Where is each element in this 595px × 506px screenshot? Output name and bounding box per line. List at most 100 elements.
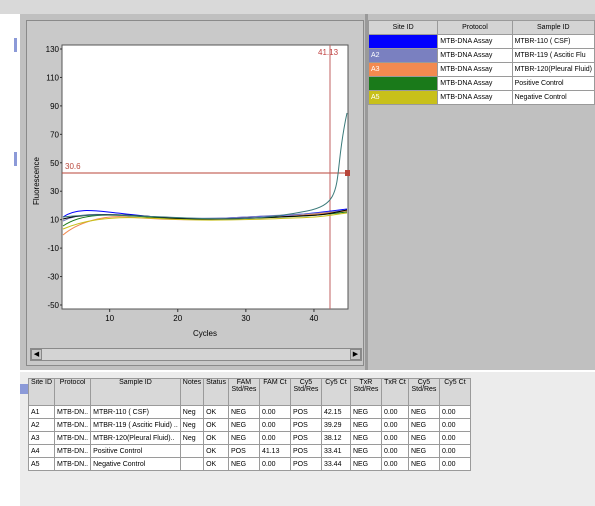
results-cell: OK bbox=[203, 418, 229, 432]
legend-sample: MTBR-110 ( CSF) bbox=[511, 34, 595, 49]
legend-swatch: A2 bbox=[367, 48, 439, 63]
y-tick-label: 50 bbox=[50, 159, 59, 168]
results-header-cell[interactable]: Site ID bbox=[27, 378, 56, 406]
results-cell: 0.00 bbox=[380, 444, 409, 458]
legend-header-protocol[interactable]: Protocol bbox=[437, 20, 513, 35]
scroll-right-icon[interactable]: ▶ bbox=[350, 349, 361, 360]
legend-swatch: A5 bbox=[367, 90, 439, 105]
ct-label: 41.13 bbox=[318, 48, 339, 57]
x-tick-label: 30 bbox=[241, 314, 250, 323]
results-cell: POS bbox=[289, 457, 322, 471]
y-tick-label: 110 bbox=[46, 73, 59, 82]
results-cell: 33.41 bbox=[320, 444, 351, 458]
legend-row[interactable]: A5 MTB-DNA Assay Negative Control bbox=[367, 90, 595, 105]
results-cell: 0.00 bbox=[380, 405, 409, 419]
legend-protocol: MTB-DNA Assay bbox=[437, 76, 513, 91]
legend-header-site[interactable]: Site ID bbox=[367, 20, 439, 35]
amplification-curve[interactable] bbox=[62, 112, 348, 220]
results-row[interactable]: A4 MTB-DN.. Positive Control OK POS 41.13 POS 3… bbox=[27, 444, 471, 458]
plot-area bbox=[61, 44, 349, 310]
results-cell: 41.13 bbox=[258, 444, 291, 458]
results-header-cell[interactable]: TxR Ct bbox=[380, 378, 409, 406]
results-header-cell[interactable]: Cy5 Std/Res bbox=[289, 378, 322, 406]
y-tick-label: 70 bbox=[50, 130, 59, 139]
legend-sample: MTBR-119 ( Ascitic Flu bbox=[511, 48, 595, 63]
results-cell: OK bbox=[203, 405, 229, 419]
results-cell: 0.00 bbox=[438, 405, 471, 419]
results-header-cell[interactable]: Cy5 Ct bbox=[438, 378, 471, 406]
legend-swatch bbox=[367, 34, 439, 49]
results-cell: NEG bbox=[227, 418, 260, 432]
threshold-handle[interactable] bbox=[345, 170, 350, 176]
horizontal-scrollbar[interactable]: ◀ ▶ bbox=[30, 348, 362, 361]
plot-frame: 130 110 90 70 50 30 10 -10 -30 -50 10 20 30 40 Fluor… bbox=[26, 20, 364, 366]
results-cell: A4 bbox=[27, 444, 56, 458]
results-cell: A3 bbox=[27, 431, 56, 445]
results-cell: Neg bbox=[179, 431, 205, 445]
left-indicator bbox=[14, 152, 17, 166]
results-row[interactable]: A5 MTB-DN.. Negative Control OK NEG 0.00 POS 33… bbox=[27, 457, 471, 471]
results-cell: MTB-DN.. bbox=[54, 418, 92, 432]
results-row[interactable]: A3 MTB-DN.. MTBR-120(Pleural Fluid).. Neg OK… bbox=[27, 431, 471, 445]
legend-row[interactable]: A3 MTB-DNA Assay MTBR-120(Pleural Fluid) bbox=[367, 62, 595, 77]
x-tick-label: 10 bbox=[105, 314, 114, 323]
legend-swatch bbox=[367, 76, 439, 91]
results-header-cell[interactable]: Protocol bbox=[54, 378, 92, 406]
threshold-label: 30.6 bbox=[65, 162, 81, 171]
results-header-row: Site ID Protocol Sample ID Notes Status … bbox=[27, 378, 471, 406]
results-cell: NEG bbox=[407, 405, 440, 419]
results-cell: POS bbox=[289, 431, 322, 445]
legend-swatch: A3 bbox=[367, 62, 439, 77]
legend-header-sample[interactable]: Sample ID bbox=[511, 20, 595, 35]
y-tick-label: 90 bbox=[50, 102, 59, 111]
legend-row[interactable]: A2 MTB-DNA Assay MTBR-119 ( Ascitic Flu bbox=[367, 48, 595, 63]
results-cell bbox=[179, 444, 205, 458]
legend-row[interactable]: MTB-DNA Assay MTBR-110 ( CSF) bbox=[367, 34, 595, 49]
results-cell: NEG bbox=[349, 457, 382, 471]
results-cell: MTBR-110 ( CSF) bbox=[90, 405, 181, 419]
results-cell: NEG bbox=[349, 431, 382, 445]
results-cell: NEG bbox=[227, 405, 260, 419]
results-header-cell[interactable]: Notes bbox=[179, 378, 205, 406]
amplification-curve[interactable] bbox=[62, 212, 348, 230]
y-tick-label: 10 bbox=[50, 216, 59, 225]
results-cell: NEG bbox=[407, 457, 440, 471]
results-cell: 0.00 bbox=[380, 457, 409, 471]
legend-row[interactable]: MTB-DNA Assay Positive Control bbox=[367, 76, 595, 91]
y-tick-label: 130 bbox=[46, 45, 60, 54]
legend-sample: MTBR-120(Pleural Fluid) bbox=[511, 62, 595, 77]
results-header-cell[interactable]: FAM Ct bbox=[258, 378, 291, 406]
top-toolbar bbox=[0, 0, 595, 15]
results-cell: OK bbox=[203, 457, 229, 471]
results-cell bbox=[179, 457, 205, 471]
y-tick-label: -50 bbox=[47, 301, 59, 310]
x-axis-label: Cycles bbox=[193, 329, 217, 338]
legend-sample: Negative Control bbox=[511, 90, 595, 105]
results-cell: MTB-DN.. bbox=[54, 444, 92, 458]
results-cell: NEG bbox=[349, 444, 382, 458]
results-cell: MTB-DN.. bbox=[54, 431, 92, 445]
results-header-cell[interactable]: Cy5 Ct bbox=[320, 378, 351, 406]
results-row[interactable]: A2 MTB-DN.. MTBR-119 ( Ascitic Fluid) .. Ne… bbox=[27, 418, 471, 432]
results-cell: NEG bbox=[227, 431, 260, 445]
results-row[interactable]: A1 MTB-DN.. MTBR-110 ( CSF) Neg OK NEG 0.00 POS… bbox=[27, 405, 471, 419]
scroll-left-icon[interactable]: ◀ bbox=[31, 349, 42, 360]
legend-protocol: MTB-DNA Assay bbox=[437, 90, 513, 105]
results-header-cell[interactable]: Status bbox=[203, 378, 229, 406]
left-indicator bbox=[14, 38, 17, 52]
results-header-cell[interactable]: TxR Std/Res bbox=[349, 378, 382, 406]
panel-splitter[interactable] bbox=[365, 14, 368, 370]
results-cell: 0.00 bbox=[438, 418, 471, 432]
results-header-cell[interactable]: Sample ID bbox=[90, 378, 181, 406]
results-header-cell[interactable]: FAM Std/Res bbox=[227, 378, 260, 406]
results-cell: 0.00 bbox=[438, 457, 471, 471]
results-cell: POS bbox=[289, 418, 322, 432]
results-cell: 0.00 bbox=[258, 431, 291, 445]
results-cell: MTBR-119 ( Ascitic Fluid) .. bbox=[90, 418, 181, 432]
y-tick-label: -10 bbox=[47, 244, 59, 253]
results-cell: 42.15 bbox=[320, 405, 351, 419]
legend-header-row: Site ID Protocol Sample ID bbox=[367, 20, 595, 35]
results-header-cell[interactable]: Cy5 Std/Res bbox=[407, 378, 440, 406]
results-cell: A1 bbox=[27, 405, 56, 419]
amplification-curves bbox=[62, 112, 348, 236]
